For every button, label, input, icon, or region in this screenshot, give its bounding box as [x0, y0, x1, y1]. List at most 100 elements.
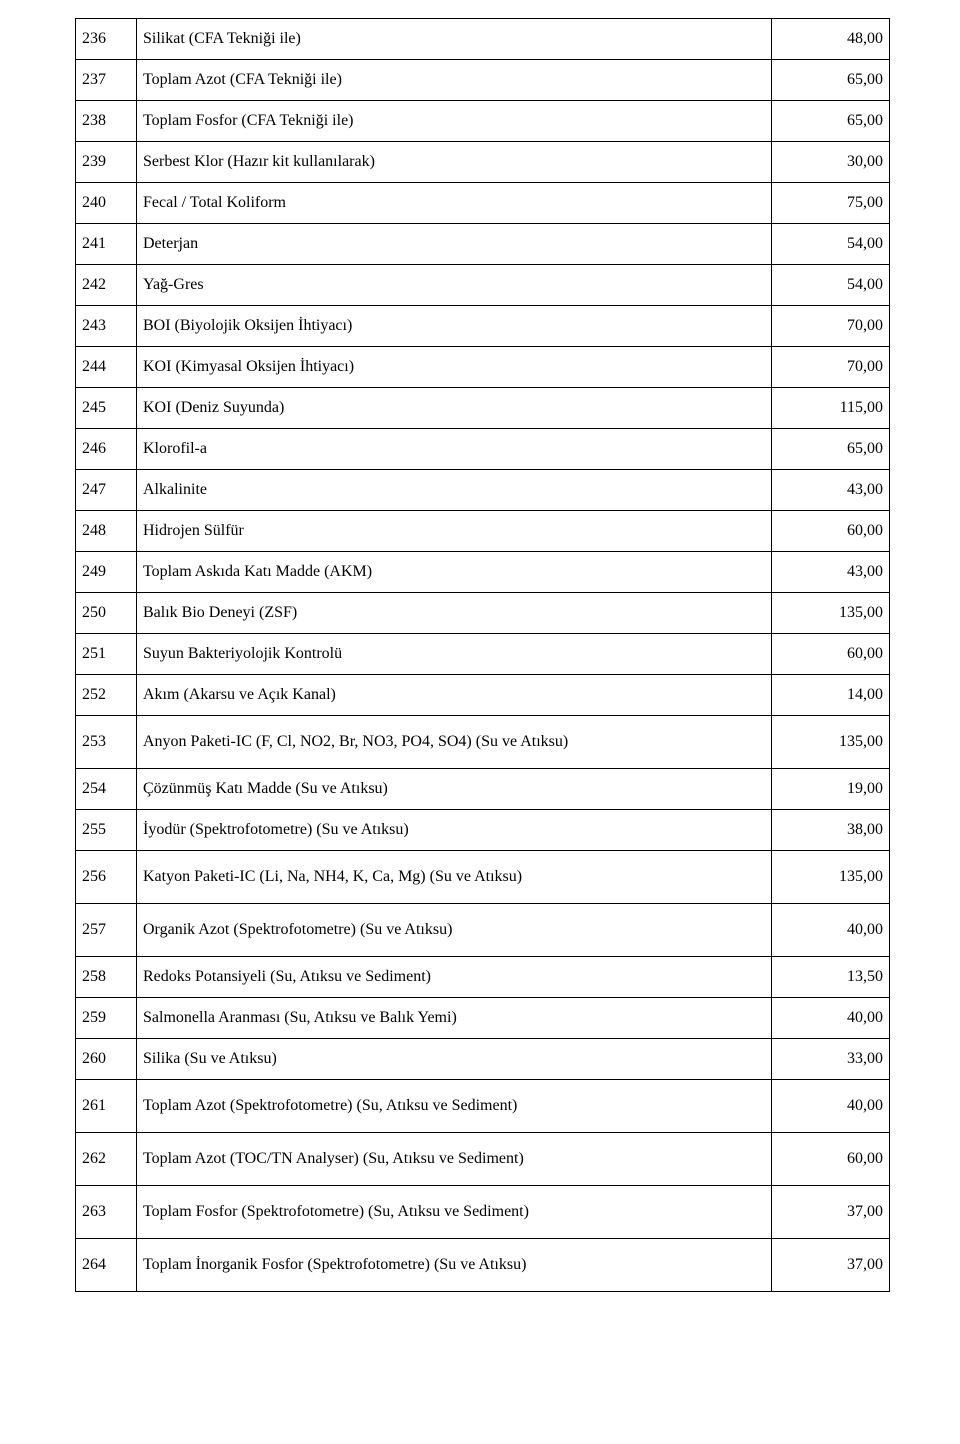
row-value: 40,00	[772, 998, 890, 1039]
row-value: 33,00	[772, 1039, 890, 1080]
row-number: 260	[76, 1039, 137, 1080]
row-number: 240	[76, 183, 137, 224]
table-row: 244KOI (Kimyasal Oksijen İhtiyacı)70,00	[76, 347, 890, 388]
row-number: 244	[76, 347, 137, 388]
row-name: Redoks Potansiyeli (Su, Atıksu ve Sedime…	[137, 957, 772, 998]
row-number: 245	[76, 388, 137, 429]
row-name: Salmonella Aranması (Su, Atıksu ve Balık…	[137, 998, 772, 1039]
row-number: 246	[76, 429, 137, 470]
row-name: Akım (Akarsu ve Açık Kanal)	[137, 675, 772, 716]
row-value: 54,00	[772, 224, 890, 265]
row-number: 250	[76, 593, 137, 634]
row-value: 43,00	[772, 470, 890, 511]
table-row: 240Fecal / Total Koliform75,00	[76, 183, 890, 224]
row-number: 238	[76, 101, 137, 142]
row-number: 252	[76, 675, 137, 716]
row-name: Balık Bio Deneyi (ZSF)	[137, 593, 772, 634]
row-value: 115,00	[772, 388, 890, 429]
row-number: 242	[76, 265, 137, 306]
table-row: 248Hidrojen Sülfür60,00	[76, 511, 890, 552]
table-row: 237Toplam Azot (CFA Tekniği ile)65,00	[76, 60, 890, 101]
table-row: 239Serbest Klor (Hazır kit kullanılarak)…	[76, 142, 890, 183]
row-value: 60,00	[772, 1133, 890, 1186]
row-number: 255	[76, 810, 137, 851]
table-row: 255İyodür (Spektrofotometre) (Su ve Atık…	[76, 810, 890, 851]
row-value: 14,00	[772, 675, 890, 716]
row-value: 38,00	[772, 810, 890, 851]
row-name: Serbest Klor (Hazır kit kullanılarak)	[137, 142, 772, 183]
row-name: Organik Azot (Spektrofotometre) (Su ve A…	[137, 904, 772, 957]
row-name: BOI (Biyolojik Oksijen İhtiyacı)	[137, 306, 772, 347]
row-number: 258	[76, 957, 137, 998]
row-name: İyodür (Spektrofotometre) (Su ve Atıksu)	[137, 810, 772, 851]
row-number: 253	[76, 716, 137, 769]
table-row: 245KOI (Deniz Suyunda)115,00	[76, 388, 890, 429]
table-row: 247Alkalinite43,00	[76, 470, 890, 511]
row-name: Toplam Azot (CFA Tekniği ile)	[137, 60, 772, 101]
row-name: Çözünmüş Katı Madde (Su ve Atıksu)	[137, 769, 772, 810]
table-row: 242Yağ-Gres54,00	[76, 265, 890, 306]
row-name: Klorofil-a	[137, 429, 772, 470]
table-row: 264Toplam İnorganik Fosfor (Spektrofotom…	[76, 1239, 890, 1292]
row-name: Toplam Askıda Katı Madde (AKM)	[137, 552, 772, 593]
row-number: 261	[76, 1080, 137, 1133]
table-row: 243BOI (Biyolojik Oksijen İhtiyacı)70,00	[76, 306, 890, 347]
row-value: 19,00	[772, 769, 890, 810]
table-row: 241Deterjan54,00	[76, 224, 890, 265]
table-row: 262Toplam Azot (TOC/TN Analyser) (Su, At…	[76, 1133, 890, 1186]
row-value: 48,00	[772, 19, 890, 60]
row-number: 243	[76, 306, 137, 347]
table-row: 258Redoks Potansiyeli (Su, Atıksu ve Sed…	[76, 957, 890, 998]
row-number: 256	[76, 851, 137, 904]
row-number: 241	[76, 224, 137, 265]
row-number: 254	[76, 769, 137, 810]
row-number: 236	[76, 19, 137, 60]
table-row: 252Akım (Akarsu ve Açık Kanal)14,00	[76, 675, 890, 716]
row-name: Hidrojen Sülfür	[137, 511, 772, 552]
table-row: 250Balık Bio Deneyi (ZSF)135,00	[76, 593, 890, 634]
row-name: KOI (Deniz Suyunda)	[137, 388, 772, 429]
row-number: 249	[76, 552, 137, 593]
row-name: Toplam Azot (TOC/TN Analyser) (Su, Atıks…	[137, 1133, 772, 1186]
row-name: Anyon Paketi-IC (F, Cl, NO2, Br, NO3, PO…	[137, 716, 772, 769]
row-value: 65,00	[772, 60, 890, 101]
row-name: KOI (Kimyasal Oksijen İhtiyacı)	[137, 347, 772, 388]
row-name: Katyon Paketi-IC (Li, Na, NH4, K, Ca, Mg…	[137, 851, 772, 904]
row-value: 40,00	[772, 1080, 890, 1133]
table-row: 249Toplam Askıda Katı Madde (AKM)43,00	[76, 552, 890, 593]
table-row: 236Silikat (CFA Tekniği ile)48,00	[76, 19, 890, 60]
row-number: 239	[76, 142, 137, 183]
row-name: Fecal / Total Koliform	[137, 183, 772, 224]
table-row: 257Organik Azot (Spektrofotometre) (Su v…	[76, 904, 890, 957]
row-value: 60,00	[772, 634, 890, 675]
row-value: 37,00	[772, 1186, 890, 1239]
row-value: 135,00	[772, 716, 890, 769]
table-row: 256Katyon Paketi-IC (Li, Na, NH4, K, Ca,…	[76, 851, 890, 904]
row-value: 54,00	[772, 265, 890, 306]
row-number: 247	[76, 470, 137, 511]
row-name: Silikat (CFA Tekniği ile)	[137, 19, 772, 60]
table-row: 261Toplam Azot (Spektrofotometre) (Su, A…	[76, 1080, 890, 1133]
row-name: Silika (Su ve Atıksu)	[137, 1039, 772, 1080]
row-number: 251	[76, 634, 137, 675]
price-table: 236Silikat (CFA Tekniği ile)48,00237Topl…	[75, 18, 890, 1292]
table-row: 251Suyun Bakteriyolojik Kontrolü60,00	[76, 634, 890, 675]
row-value: 13,50	[772, 957, 890, 998]
row-value: 60,00	[772, 511, 890, 552]
row-value: 70,00	[772, 306, 890, 347]
row-number: 262	[76, 1133, 137, 1186]
table-row: 263Toplam Fosfor (Spektrofotometre) (Su,…	[76, 1186, 890, 1239]
row-name: Alkalinite	[137, 470, 772, 511]
row-value: 135,00	[772, 851, 890, 904]
row-name: Toplam Fosfor (CFA Tekniği ile)	[137, 101, 772, 142]
table-row: 238Toplam Fosfor (CFA Tekniği ile)65,00	[76, 101, 890, 142]
row-number: 264	[76, 1239, 137, 1292]
row-value: 135,00	[772, 593, 890, 634]
row-name: Suyun Bakteriyolojik Kontrolü	[137, 634, 772, 675]
table-row: 246Klorofil-a65,00	[76, 429, 890, 470]
page: 236Silikat (CFA Tekniği ile)48,00237Topl…	[0, 0, 960, 1310]
row-number: 263	[76, 1186, 137, 1239]
row-value: 30,00	[772, 142, 890, 183]
row-value: 37,00	[772, 1239, 890, 1292]
row-number: 257	[76, 904, 137, 957]
